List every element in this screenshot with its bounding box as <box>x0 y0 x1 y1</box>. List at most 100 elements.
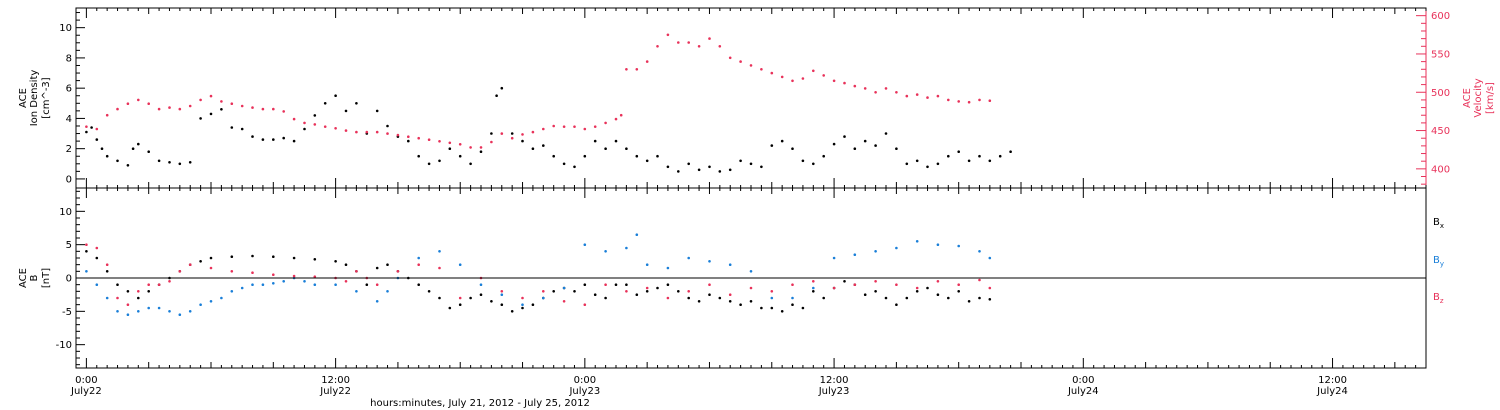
y-tick-label: 10 <box>59 23 72 34</box>
bx-point <box>573 290 576 293</box>
density-point <box>915 159 919 163</box>
bz-point <box>313 275 317 279</box>
density-point <box>105 154 109 158</box>
velocity-point <box>947 98 950 102</box>
density-point <box>697 168 701 172</box>
density-point <box>495 94 498 97</box>
bx-point <box>915 290 919 293</box>
density-point <box>708 165 711 169</box>
by-point <box>791 296 794 300</box>
bx-point <box>365 283 369 287</box>
top-right-y-axis: 400 450 500 550 600 <box>1416 8 1450 188</box>
by-point <box>116 310 119 313</box>
by-point <box>874 250 877 253</box>
density-point <box>552 154 555 158</box>
bx-point <box>116 283 119 287</box>
top-right-axis-label-line1: ACE <box>1462 88 1473 108</box>
by-point <box>272 282 275 285</box>
velocity-point <box>292 117 296 121</box>
bx-point <box>199 260 202 263</box>
x-tick-date-label: July22 <box>70 386 102 397</box>
velocity-point <box>178 107 182 111</box>
x-tick-time-label: 0:00 <box>574 375 596 386</box>
velocity-point <box>95 127 99 131</box>
by-point <box>85 270 88 273</box>
bz-point <box>832 286 836 290</box>
bz-point <box>188 263 192 267</box>
bx-point <box>978 296 981 300</box>
by-point <box>126 313 130 317</box>
velocity-point <box>583 127 587 131</box>
by-point <box>209 300 213 303</box>
bz-point <box>521 296 524 300</box>
bz-point <box>209 266 213 270</box>
density-point <box>251 135 254 138</box>
bx-point <box>708 293 711 297</box>
bx-point <box>105 270 109 273</box>
bx-point <box>780 310 784 313</box>
by-point <box>386 290 389 293</box>
density-point <box>936 162 940 166</box>
bottom-left-axis-label-line2: B <box>29 274 40 281</box>
density-point <box>728 168 732 172</box>
bz-point <box>95 246 99 250</box>
velocity-point <box>396 133 400 137</box>
top-panel-points <box>85 33 1012 173</box>
bx-point <box>209 256 213 260</box>
x-tick-time-label: 0:00 <box>1072 375 1094 386</box>
density-point <box>812 162 815 166</box>
velocity-tick-label: 450 <box>1431 126 1450 137</box>
velocity-point <box>209 94 213 98</box>
by-point <box>770 296 774 300</box>
bx-point <box>137 296 140 300</box>
by-point <box>240 286 244 290</box>
by-point <box>604 250 607 253</box>
bx-point <box>822 296 825 300</box>
bz-point <box>957 283 960 287</box>
bz-point <box>812 280 815 283</box>
x-tick-date-label: July22 <box>319 386 351 397</box>
velocity-point <box>915 93 919 96</box>
by-point <box>303 280 306 283</box>
bz-point <box>375 283 379 287</box>
by-point <box>220 296 223 300</box>
velocity-tick-label: 400 <box>1431 164 1450 175</box>
velocity-point <box>926 96 929 99</box>
density-point <box>583 154 587 158</box>
by-point <box>251 283 254 287</box>
velocity-point <box>407 135 410 138</box>
top-left-axis-label-line1: ACE <box>18 88 29 108</box>
by-point <box>105 296 109 300</box>
velocity-point <box>458 143 462 146</box>
density-point <box>427 162 431 166</box>
bx-point <box>791 303 794 307</box>
bz-point <box>126 303 130 307</box>
bx-point <box>967 300 971 303</box>
legend-entry-z: Bz <box>1433 292 1444 305</box>
bz-point <box>625 290 628 293</box>
by-point <box>313 283 317 287</box>
bx-point <box>677 290 680 293</box>
bx-point <box>458 303 462 307</box>
density-point <box>791 147 794 150</box>
bx-point <box>417 283 421 287</box>
bz-point <box>666 296 670 300</box>
bx-point <box>812 290 815 293</box>
bx-point <box>147 290 150 293</box>
top-left-axis-label-line2: Ion Density <box>29 70 40 127</box>
density-point <box>718 170 722 173</box>
velocity-point <box>240 104 244 108</box>
by-point <box>157 306 161 310</box>
top-right-axis-label-line2: Velocity <box>1473 78 1484 117</box>
by-point <box>708 260 711 263</box>
velocity-point <box>708 37 711 40</box>
velocity-point <box>282 110 286 113</box>
velocity-point <box>770 71 774 75</box>
velocity-point <box>843 81 846 85</box>
velocity-point <box>500 132 504 135</box>
density-point <box>261 138 265 141</box>
velocity-point <box>749 64 753 67</box>
density-point <box>832 142 836 146</box>
velocity-point <box>791 79 794 83</box>
bx-point <box>500 303 504 307</box>
